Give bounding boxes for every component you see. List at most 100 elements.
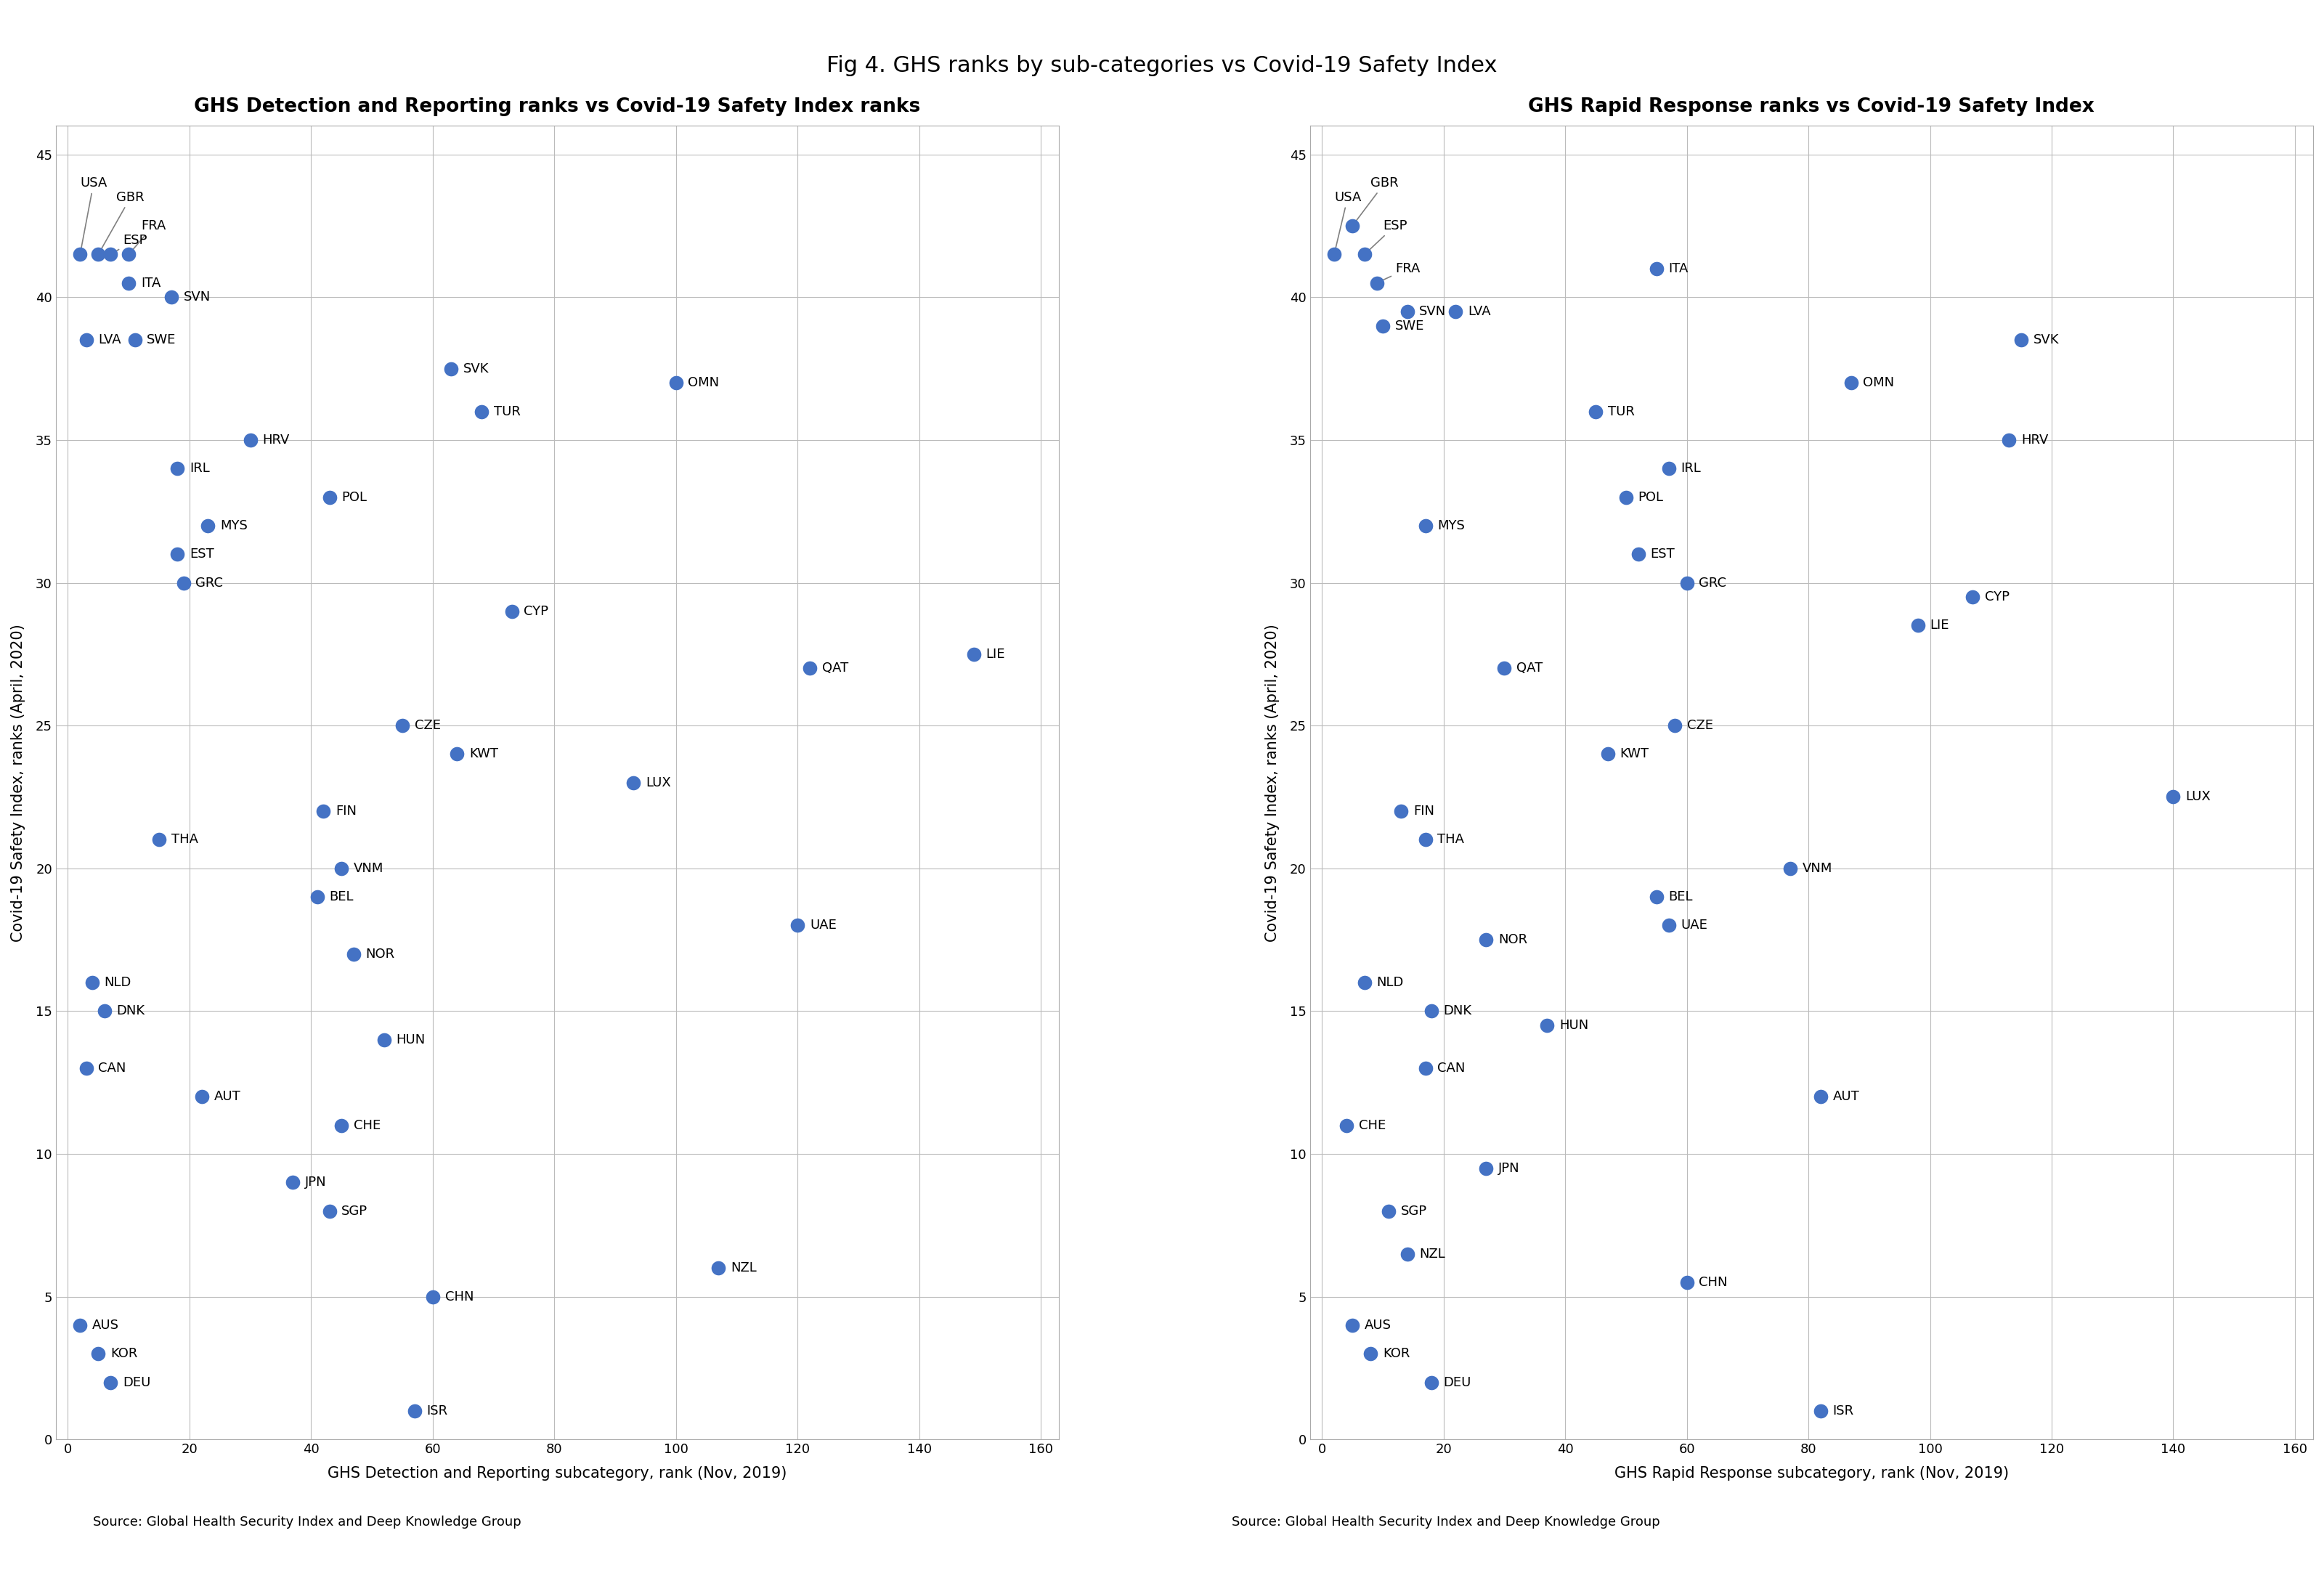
Text: ITA: ITA [142,276,160,289]
Text: LUX: LUX [646,776,672,790]
Point [1801,1085,1838,1110]
Text: THA: THA [172,834,198,846]
Point [1669,1270,1706,1295]
Point [383,713,421,738]
Text: SWE: SWE [146,333,177,347]
Text: SVN: SVN [1420,305,1446,319]
Text: SWE: SWE [1394,319,1425,333]
Text: CYP: CYP [523,604,548,619]
Text: KWT: KWT [469,747,497,760]
Point [74,970,112,995]
Point [1334,1313,1371,1338]
Text: AUT: AUT [214,1090,239,1104]
Point [158,455,195,480]
Y-axis label: Covid-19 Safety Index, ranks (April, 2020): Covid-19 Safety Index, ranks (April, 202… [1264,623,1281,942]
Point [395,1399,432,1424]
Point [1954,584,1992,609]
Point [1346,242,1383,267]
Point [1387,298,1425,323]
Text: HRV: HRV [2022,433,2047,446]
Point [1989,427,2027,452]
Text: Source: Global Health Security Index and Deep Knowledge Group: Source: Global Health Security Index and… [93,1517,521,1529]
Point [1620,542,1657,567]
Text: HRV: HRV [263,433,290,446]
Text: AUS: AUS [93,1319,119,1331]
Point [1638,884,1676,909]
Point [79,242,116,267]
Point [184,1085,221,1110]
Text: USA: USA [1334,190,1362,253]
Point [779,912,816,937]
Point [1383,799,1420,824]
Text: BEL: BEL [1669,890,1692,903]
Point [1801,1399,1838,1424]
Text: CHN: CHN [444,1291,474,1303]
Point [139,827,177,853]
Text: NLD: NLD [105,977,132,989]
Point [414,1284,451,1309]
Text: LVA: LVA [98,333,121,347]
Point [93,242,130,267]
Text: USA: USA [79,176,107,253]
Text: SVN: SVN [184,290,211,303]
Text: Source: Global Health Security Index and Deep Knowledge Group: Source: Global Health Security Index and… [1232,1517,1659,1529]
Text: GBR: GBR [100,190,144,253]
Text: GBR: GBR [1353,176,1399,225]
Text: POL: POL [342,490,367,504]
Point [700,1256,737,1281]
Text: GRC: GRC [1699,576,1727,589]
Text: AUS: AUS [1364,1319,1392,1331]
Text: FIN: FIN [335,805,356,818]
Text: NLD: NLD [1376,977,1404,989]
Point [1578,399,1615,424]
Text: JPN: JPN [304,1176,328,1188]
Text: HUN: HUN [1559,1019,1587,1031]
Point [188,513,225,539]
Point [274,1170,311,1195]
Point [1334,214,1371,239]
Text: DNK: DNK [1443,1005,1471,1017]
Point [493,598,530,623]
Point [955,642,992,667]
Text: VNM: VNM [1803,862,1831,874]
Point [93,1369,130,1394]
Text: DNK: DNK [116,1005,144,1017]
Text: EST: EST [1650,548,1676,560]
Text: OMN: OMN [1864,377,1894,389]
Point [60,242,98,267]
Point [158,542,195,567]
Text: CAN: CAN [1439,1061,1466,1075]
Point [323,856,360,881]
Text: THA: THA [1439,834,1464,846]
Text: GRC: GRC [195,576,223,589]
Point [79,1341,116,1366]
Point [616,769,653,794]
Text: CYP: CYP [1985,590,2010,603]
Point [462,399,500,424]
Point [658,371,695,396]
Text: ESP: ESP [112,234,146,253]
Text: ISR: ISR [428,1404,449,1418]
Text: CHN: CHN [1699,1276,1727,1289]
Point [1831,371,1868,396]
Point [1657,713,1694,738]
Point [1357,270,1394,295]
Point [1436,298,1473,323]
Text: ISR: ISR [1834,1404,1855,1418]
Point [1371,1198,1408,1223]
Point [311,1198,349,1223]
Text: LIE: LIE [985,647,1006,661]
Point [1899,612,1936,637]
Text: TUR: TUR [1608,405,1634,418]
Point [232,427,270,452]
Point [1485,656,1522,681]
Point [1364,312,1401,338]
Text: QAT: QAT [1518,663,1543,675]
Text: NZL: NZL [730,1262,758,1275]
Point [2154,785,2192,810]
Point [1650,455,1687,480]
Point [1608,485,1645,510]
Point [1413,999,1450,1024]
Text: TUR: TUR [493,405,521,418]
Point [335,942,372,967]
